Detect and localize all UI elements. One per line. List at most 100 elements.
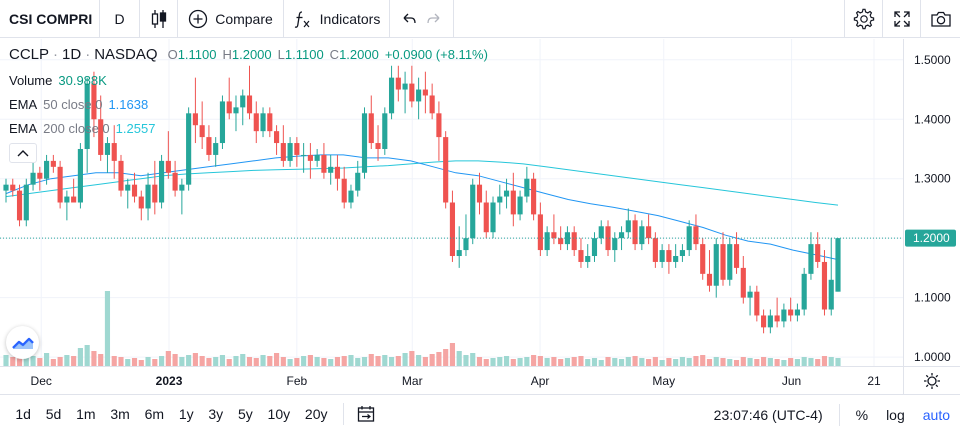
range-button-3y[interactable]: 3y — [208, 406, 224, 422]
symbol-legend-row[interactable]: CCLP · 1D · NASDAQ O1.1100 H1.2000 L1.11… — [9, 46, 488, 66]
legend-separator: · — [85, 46, 91, 63]
volume-bar — [605, 357, 611, 366]
top-toolbar: CSI COMPRI D Compare Indicators — [0, 0, 960, 38]
candle — [192, 77, 198, 144]
volume-bar — [321, 358, 327, 366]
volume-bar — [700, 355, 706, 366]
candle-body — [618, 232, 625, 239]
candle — [591, 232, 598, 262]
price-chart[interactable] — [0, 39, 903, 366]
compare-button[interactable]: Compare — [178, 0, 284, 38]
candle — [145, 172, 151, 221]
candle-body — [361, 113, 368, 173]
candle-body — [104, 143, 111, 155]
candle-body — [544, 232, 550, 251]
redo-icon[interactable] — [425, 10, 443, 28]
candle — [3, 178, 9, 203]
candle-body — [625, 220, 631, 233]
candle — [598, 220, 604, 245]
candle — [98, 95, 104, 161]
fullscreen-button[interactable] — [882, 0, 920, 38]
volume-label: Volume — [9, 72, 53, 88]
candle — [111, 125, 117, 179]
indicators-button[interactable]: Indicators — [284, 0, 390, 38]
clock-timezone[interactable]: 23:07:46 (UTC-4) — [698, 403, 840, 426]
range-button-5d[interactable]: 5d — [45, 406, 62, 422]
candle-body — [16, 190, 23, 221]
candle — [219, 95, 226, 149]
candle-body — [808, 244, 814, 274]
chart-legend: CCLP · 1D · NASDAQ O1.1100 H1.2000 L1.11… — [9, 46, 488, 163]
volume-bar — [571, 357, 577, 366]
candle-body — [179, 184, 185, 191]
candles-icon — [151, 9, 166, 28]
range-button-1m[interactable]: 1m — [76, 406, 96, 422]
volume-bar — [125, 359, 131, 366]
candle — [402, 71, 408, 114]
volume-bar — [328, 359, 334, 366]
scale-settings-button[interactable] — [903, 367, 960, 395]
candle — [625, 208, 631, 239]
volume-legend-row[interactable]: Volume 30.988K — [9, 68, 488, 92]
candle-body — [727, 244, 733, 280]
candle — [233, 95, 239, 132]
candle — [361, 107, 368, 179]
volume-bar — [409, 351, 415, 366]
candle-body — [64, 196, 70, 203]
volume-bar — [625, 357, 631, 366]
tradingview-logo-button[interactable] — [6, 326, 39, 359]
candle — [246, 65, 253, 120]
candle — [321, 143, 327, 179]
candle-body — [131, 184, 138, 197]
log-scale-toggle[interactable]: log — [886, 406, 905, 423]
price-tick-label: 1.0000 — [914, 350, 951, 364]
chart-type-button[interactable] — [140, 0, 178, 38]
undo-icon[interactable] — [400, 10, 418, 28]
candle-body — [301, 154, 307, 156]
symbol-search-button[interactable]: CSI COMPRI — [0, 0, 100, 38]
time-scale[interactable]: Dec 2023 Feb Mar Apr May Jun 21 — [0, 366, 960, 395]
volume-bar — [598, 360, 604, 366]
range-button-10y[interactable]: 10y — [267, 406, 291, 422]
camera-icon — [930, 11, 951, 27]
volume-bar — [37, 358, 43, 366]
auto-scale-toggle[interactable]: auto — [922, 406, 950, 423]
range-button-3m[interactable]: 3m — [110, 406, 130, 422]
volume-bar — [44, 353, 50, 366]
candle-body — [30, 172, 36, 185]
ema50-legend-row[interactable]: EMA 50 close 0 1.1638 — [9, 92, 488, 116]
percent-scale-toggle[interactable]: % — [855, 406, 869, 423]
range-button-6m[interactable]: 6m — [144, 406, 165, 422]
candle-body — [639, 226, 645, 245]
candle — [50, 154, 56, 173]
volume-bar — [104, 291, 111, 366]
candle-body — [510, 190, 516, 215]
candle-body — [199, 125, 205, 138]
volume-bars — [3, 291, 841, 366]
time-tick-label: May — [652, 374, 675, 388]
range-button-20y[interactable]: 20y — [304, 406, 328, 422]
candle-body — [172, 172, 178, 191]
range-button-1d[interactable]: 1d — [15, 406, 31, 422]
volume-bar — [246, 357, 253, 366]
candle — [443, 131, 449, 209]
main-chart-pane[interactable] — [0, 39, 903, 366]
volume-bar — [165, 351, 171, 366]
legend-collapse-button[interactable] — [9, 143, 37, 163]
interval-button[interactable]: D — [100, 0, 140, 38]
symbol-label: CSI COMPRI — [9, 10, 93, 27]
screenshot-button[interactable] — [920, 0, 960, 38]
candle-body — [476, 184, 483, 203]
range-button-1y[interactable]: 1y — [178, 406, 194, 422]
candle-body — [788, 309, 794, 316]
volume-bar — [3, 355, 9, 366]
ema200-legend-row[interactable]: EMA 200 close 0 1.2557 — [9, 116, 488, 140]
volume-bar — [720, 358, 726, 366]
settings-button[interactable] — [844, 0, 882, 38]
candle-body — [646, 226, 652, 239]
price-scale[interactable]: 1.50001.40001.30001.20001.10001.00001.20… — [903, 39, 960, 366]
candle-body — [598, 226, 604, 239]
candle — [646, 214, 652, 245]
calendar-range-icon[interactable] — [356, 404, 376, 424]
range-button-5y[interactable]: 5y — [237, 406, 253, 422]
